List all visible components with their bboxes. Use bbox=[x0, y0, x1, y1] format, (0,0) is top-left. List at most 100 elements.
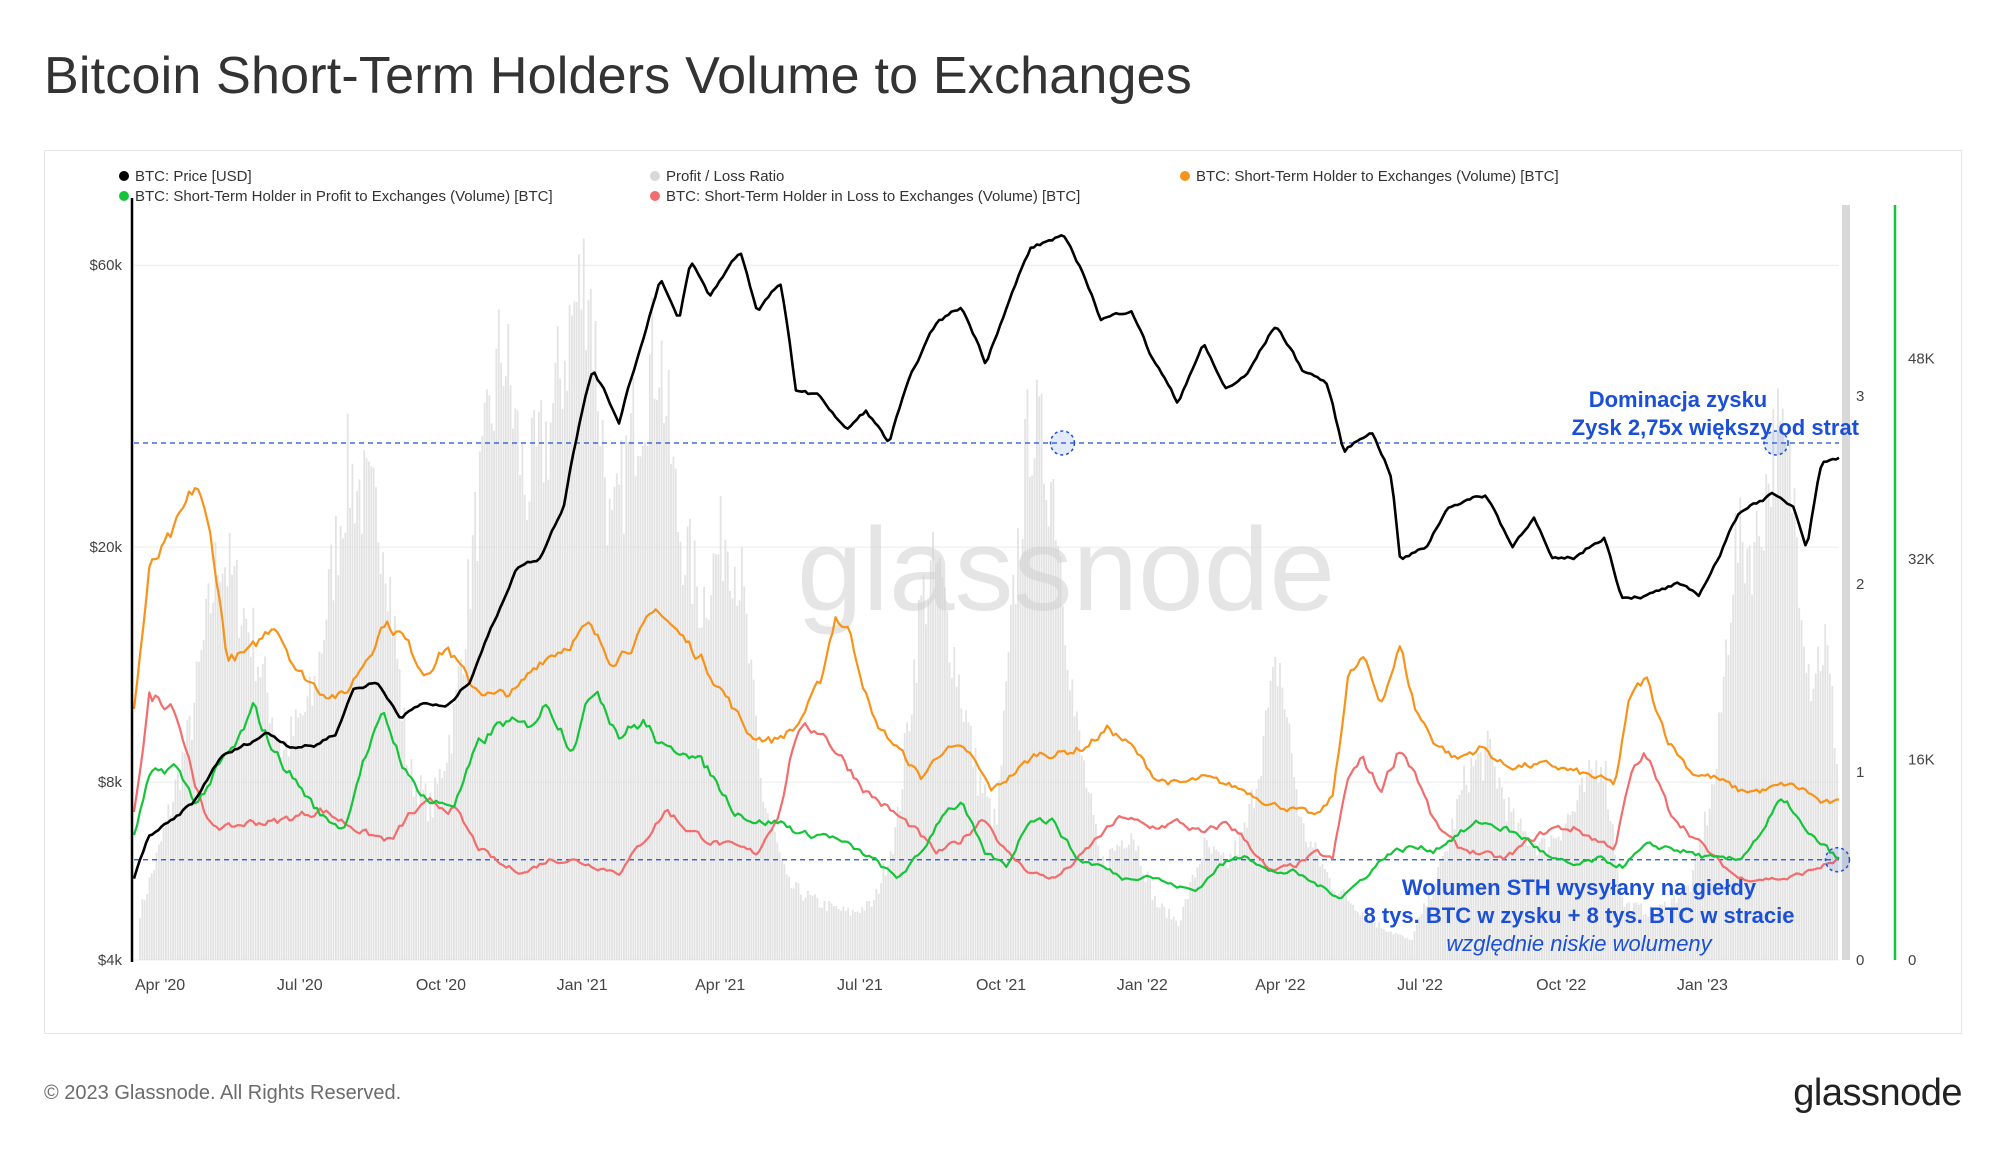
ratio-bar bbox=[1404, 938, 1406, 960]
price-tick-label: $4k bbox=[98, 952, 123, 969]
ratio-bar bbox=[797, 883, 800, 960]
ratio-bar bbox=[625, 435, 628, 960]
ratio-bar bbox=[419, 775, 422, 960]
ratio-bar bbox=[868, 901, 871, 960]
ratio-bar bbox=[1526, 845, 1529, 960]
ratio-bar bbox=[1356, 912, 1359, 960]
ratio-bar bbox=[1637, 904, 1640, 960]
ratio-bar bbox=[1215, 849, 1218, 960]
ratio-bar bbox=[344, 532, 347, 960]
ratio-bar bbox=[1241, 832, 1244, 960]
ratio-bar bbox=[1807, 663, 1810, 960]
ratio-bar bbox=[1640, 903, 1643, 960]
legend-item-loss[interactable]: BTC: Short-Term Holder in Loss to Exchan… bbox=[650, 188, 1080, 205]
ratio-bar bbox=[1515, 834, 1517, 960]
ratio-bar bbox=[1069, 690, 1071, 960]
ratio-bar bbox=[1274, 656, 1277, 960]
ratio-bar bbox=[1415, 924, 1418, 960]
ratio-bar bbox=[1354, 910, 1357, 960]
ratio-bar bbox=[1222, 852, 1225, 960]
ratio-bar bbox=[1151, 900, 1154, 960]
ratio-bar bbox=[1659, 904, 1661, 960]
ratio-bar bbox=[1243, 822, 1246, 960]
ratio-bar bbox=[172, 802, 174, 960]
ratio-bar bbox=[1257, 779, 1260, 960]
ratio-bar bbox=[537, 411, 540, 960]
ratio-bar bbox=[972, 767, 975, 960]
annotation-bottom: Wolumen STH wysyłany na giełdy 8 tys. BT… bbox=[1364, 875, 1795, 956]
ratio-bar bbox=[504, 376, 507, 960]
ratio-bar bbox=[620, 440, 623, 960]
ratio-bar bbox=[233, 566, 236, 960]
annotation-bottom-line3: względnie niskie wolumeny bbox=[1446, 931, 1713, 956]
ratio-bar bbox=[1394, 932, 1397, 960]
ratio-bar bbox=[139, 918, 141, 960]
ratio-bar bbox=[502, 386, 505, 960]
ratio-bar bbox=[840, 910, 842, 960]
ratio-bar bbox=[415, 784, 418, 960]
ratio-bar bbox=[1699, 839, 1702, 960]
legend-item-ratio[interactable]: Profit / Loss Ratio bbox=[650, 168, 784, 185]
ratio-bar bbox=[880, 883, 883, 960]
ratio-bar bbox=[427, 821, 429, 960]
legend-item-profit[interactable]: BTC: Short-Term Holder in Profit to Exch… bbox=[119, 188, 553, 205]
ratio-bar bbox=[1470, 758, 1473, 960]
ratio-bar bbox=[1661, 904, 1664, 960]
ratio-bar bbox=[1076, 711, 1078, 960]
legend-item-price[interactable]: BTC: Price [USD] bbox=[119, 168, 252, 185]
legend-item-sth[interactable]: BTC: Short-Term Holder to Exchanges (Vol… bbox=[1180, 168, 1559, 185]
ratio-bar bbox=[1623, 906, 1626, 960]
ratio-bar bbox=[986, 796, 989, 960]
ratio-bar bbox=[1050, 482, 1052, 960]
ratio-bar bbox=[1078, 730, 1081, 960]
ratio-bar bbox=[280, 756, 283, 960]
ratio-bar bbox=[257, 666, 259, 960]
price-tick-label: $8k bbox=[98, 774, 123, 791]
ratio-bar bbox=[545, 421, 547, 961]
ratio-bar bbox=[1831, 686, 1834, 960]
ratio-bar bbox=[1345, 894, 1347, 960]
ratio-bar bbox=[705, 617, 708, 960]
ratio-bar bbox=[1177, 926, 1180, 960]
ratio-bar bbox=[424, 783, 427, 960]
ratio-bar bbox=[514, 408, 517, 960]
ratio-bar bbox=[434, 777, 436, 960]
ratio-bar bbox=[1786, 450, 1789, 960]
ratio-bar bbox=[1465, 784, 1468, 960]
ratio-bar bbox=[540, 399, 543, 960]
price-tick-label: $20k bbox=[89, 539, 122, 556]
ratio-bar bbox=[958, 674, 960, 960]
series-line-price bbox=[132, 234, 1840, 879]
ratio-bar bbox=[816, 898, 819, 960]
ratio-bar bbox=[1472, 766, 1475, 960]
ratio-bar bbox=[1295, 788, 1298, 960]
ratio-bar bbox=[275, 737, 278, 960]
ratio-bar bbox=[1146, 871, 1149, 960]
ratio-bar bbox=[1017, 528, 1019, 960]
ratio-bar bbox=[356, 491, 359, 960]
ratio-bar bbox=[684, 575, 687, 960]
ratio-bar bbox=[363, 450, 366, 960]
ratio-bar bbox=[1673, 894, 1676, 960]
ratio-bar bbox=[1224, 860, 1227, 960]
ratio-bar bbox=[639, 456, 642, 960]
ratio-bar bbox=[613, 486, 616, 960]
ratio-bar bbox=[830, 903, 833, 960]
ratio-bar bbox=[370, 466, 373, 960]
ratio-bar bbox=[1456, 799, 1458, 960]
ratio-bar bbox=[1505, 821, 1508, 960]
ratio-bar bbox=[1751, 594, 1753, 960]
legend-swatch-ratio bbox=[650, 171, 660, 181]
ratio-bar bbox=[1283, 709, 1286, 960]
ratio-bar bbox=[748, 663, 750, 960]
ratio-bar bbox=[1621, 896, 1624, 960]
ratio-bar bbox=[306, 696, 309, 960]
ratio-bar bbox=[290, 716, 292, 960]
ratio-bar bbox=[663, 423, 665, 960]
ratio-bar bbox=[795, 881, 798, 960]
ratio-bar bbox=[1583, 791, 1586, 960]
ratio-bar bbox=[807, 890, 809, 960]
ratio-bar bbox=[297, 717, 300, 960]
ratio-bar bbox=[1028, 477, 1031, 960]
ratio-bar bbox=[148, 877, 151, 960]
